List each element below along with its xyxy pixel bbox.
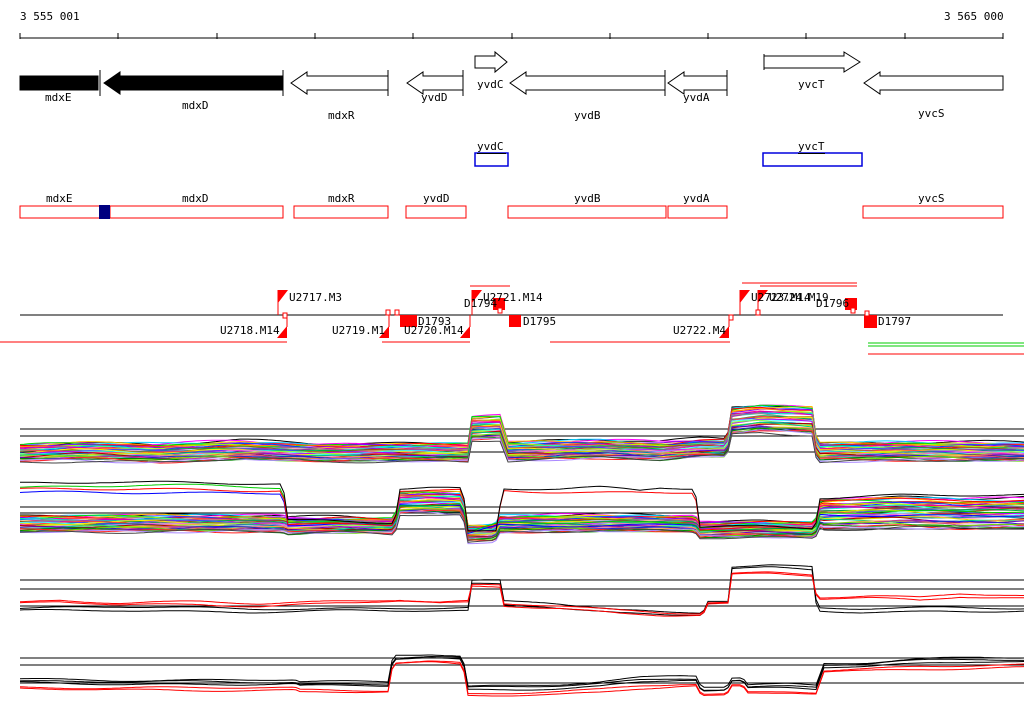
signal-trace-profile-row-2 xyxy=(19,487,1024,532)
probe-flag-up-U2724.M19[interactable] xyxy=(758,290,768,303)
dprobe-box-D1797[interactable] xyxy=(864,315,877,328)
probe-flag-down-U2720.M14[interactable] xyxy=(460,326,470,338)
segment-label-yvcS: yvcS xyxy=(918,192,945,205)
signal-trace-profile-row-4 xyxy=(19,661,1024,697)
signal-trace-bundle-profile-row-1 xyxy=(19,431,1024,464)
transcript-label-yvdC: yvdC xyxy=(477,141,506,154)
dprobe-box-D1796[interactable] xyxy=(845,298,857,310)
gene-label-yvcT: yvcT xyxy=(798,78,825,91)
gene-label-yvdC: yvdC xyxy=(477,78,504,91)
coordinate-end-label: 3 565 000 xyxy=(944,10,1004,23)
probe-label-U2718.M14[interactable]: U2718.M14 xyxy=(220,324,280,337)
probe-label-U2720.M14[interactable]: U2720.M14 xyxy=(404,324,464,337)
segment-box-yvcS[interactable] xyxy=(862,205,1004,219)
segment-label-mdxR: mdxR xyxy=(328,192,355,205)
segment-label-yvdD: yvdD xyxy=(423,192,450,205)
dprobe-box-D1794[interactable] xyxy=(493,298,505,310)
signal-trace-profile-row-2 xyxy=(19,483,1024,533)
signal-trace-profile-row-3 xyxy=(19,571,1024,615)
signal-trace-profile-row-3 xyxy=(19,572,1024,617)
signal-trace-bundle-profile-row-1 xyxy=(19,422,1024,459)
gene-arrow-yvcS[interactable] xyxy=(863,71,1004,95)
segment-box-yvdA[interactable] xyxy=(667,205,728,219)
signal-trace-bundle-profile-row-1 xyxy=(19,404,1024,447)
gene-label-mdxD: mdxD xyxy=(182,99,209,112)
segment-box-yvdD[interactable] xyxy=(405,205,467,219)
signal-trace-profile-row-4 xyxy=(20,657,1024,692)
signal-trace-bundle-profile-row-1 xyxy=(19,429,1024,464)
probe-flag-down-U2722.M4[interactable] xyxy=(719,326,729,338)
dprobe-label-D1793[interactable]: D1793 xyxy=(418,315,452,328)
gene-arrow-yvdC[interactable] xyxy=(474,50,508,74)
segment-label-mdxE: mdxE xyxy=(46,192,73,205)
gene-arrow-mdxR[interactable] xyxy=(290,71,389,95)
signal-trace-bundle-profile-row-1 xyxy=(19,405,1024,448)
probe-position-square xyxy=(497,307,503,314)
probe-position-square xyxy=(394,309,400,316)
signal-trace-profile-row-4 xyxy=(19,654,1024,688)
gene-label-mdxR: mdxR xyxy=(328,109,355,122)
segment-label-mdxD: mdxD xyxy=(182,192,209,205)
probe-position-square xyxy=(728,314,734,321)
gene-label-yvdA: yvdA xyxy=(683,91,710,104)
segment-box-mdxE[interactable] xyxy=(19,205,111,219)
probe-label-U2721.M14[interactable]: U2721.M14 xyxy=(483,291,543,304)
signal-trace-bundle-profile-row-2 xyxy=(19,509,1024,542)
segment-label-yvdA: yvdA xyxy=(683,192,710,205)
probe-position-square xyxy=(864,310,870,317)
segment-box-mdxR[interactable] xyxy=(293,205,389,219)
signal-trace-profile-row-3 xyxy=(19,566,1024,616)
dprobe-label-D1795[interactable]: D1795 xyxy=(523,315,557,328)
dprobe-box-D1793[interactable] xyxy=(400,315,417,327)
signal-trace-bundle-profile-row-2 xyxy=(20,504,1024,536)
probe-label-U2724.M19[interactable]: U2724.M19 xyxy=(769,291,829,304)
gene-label-yvcS: yvcS xyxy=(918,107,945,120)
transcript-box-yvdC[interactable] xyxy=(474,152,509,167)
transcript-label-yvcT: yvcT xyxy=(798,140,825,154)
gene-arrow-mdxD[interactable] xyxy=(103,71,284,95)
probe-flag-up-U2717.M3[interactable] xyxy=(278,290,288,303)
probe-flag-down-U2718.M14[interactable] xyxy=(277,326,287,338)
segment-box-yvdB[interactable] xyxy=(507,205,667,219)
probe-position-square xyxy=(755,309,761,316)
signal-trace-bundle-profile-row-1 xyxy=(19,411,1024,451)
signal-trace-bundle-profile-row-1 xyxy=(19,405,1024,446)
segment-label-yvdB: yvdB xyxy=(574,192,601,205)
probe-label-U2723.M14[interactable]: U2723.M14 xyxy=(751,291,811,304)
segment-box-mdxD[interactable] xyxy=(109,205,284,219)
gene-label-yvdD: yvdD xyxy=(421,91,448,104)
probe-position-square xyxy=(282,312,288,319)
signal-trace-profile-row-2 xyxy=(19,480,1024,532)
signal-trace-bundle-profile-row-2 xyxy=(19,514,1024,543)
signal-trace-profile-row-4 xyxy=(19,660,1024,695)
probe-position-square xyxy=(850,307,856,314)
gene-label-mdxE: mdxE xyxy=(45,91,72,104)
signal-trace-profile-row-3 xyxy=(19,564,1024,614)
dprobe-label-D1796[interactable]: D1796 xyxy=(816,297,850,310)
gene-arrow-mdxE[interactable] xyxy=(19,75,99,91)
segment-marker-navy xyxy=(99,205,110,219)
probe-label-U2722.M4[interactable]: U2722.M4 xyxy=(673,324,726,337)
probe-flag-down-U2719.M1[interactable] xyxy=(379,326,389,338)
dprobe-label-D1797[interactable]: D1797 xyxy=(878,315,912,328)
gene-label-yvdB: yvdB xyxy=(574,109,601,122)
signal-trace-profile-row-4 xyxy=(19,655,1024,691)
gene-arrow-yvdB[interactable] xyxy=(509,71,666,95)
probe-flag-up-U2723.M14[interactable] xyxy=(740,290,750,303)
coordinate-start-label: 3 555 001 xyxy=(20,10,80,23)
transcript-box-yvcT[interactable] xyxy=(762,152,863,167)
signal-trace-profile-row-2 xyxy=(19,490,1024,535)
dprobe-box-D1795[interactable] xyxy=(509,315,521,327)
dprobe-label-D1794[interactable]: D1794 xyxy=(464,297,498,310)
probe-position-square xyxy=(385,309,391,316)
probe-flag-up-U2721.M14[interactable] xyxy=(472,290,482,303)
probe-label-U2717.M3[interactable]: U2717.M3 xyxy=(289,291,342,304)
probe-label-U2719.M1[interactable]: U2719.M1 xyxy=(332,324,385,337)
gene-arrow-yvcT[interactable] xyxy=(763,51,861,73)
